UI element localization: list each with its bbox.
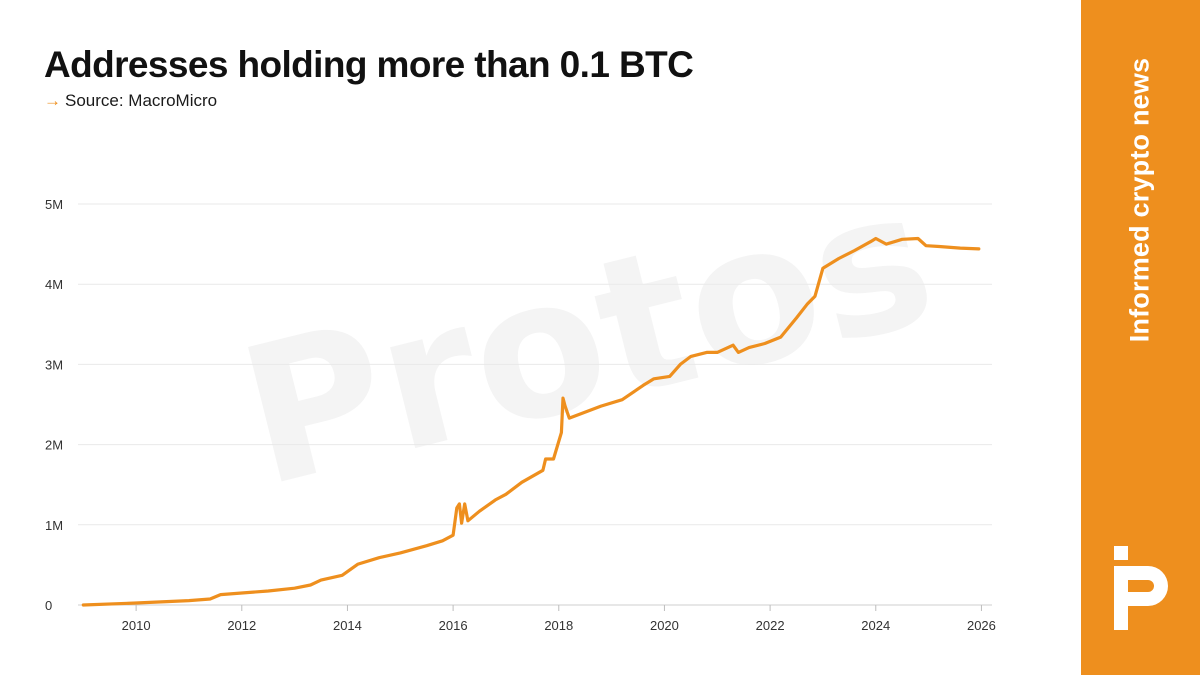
tagline: Informed crypto news xyxy=(1124,57,1155,343)
arrow-icon: → xyxy=(44,91,61,110)
grid-layer xyxy=(78,203,992,526)
line-chart: 0 1M 2M 3M 4M 5M 2010 2012 2014 2016 2018 2020 2022 2… xyxy=(45,197,996,633)
y-tick-label: 5M xyxy=(45,197,63,212)
y-tick-label: 1M xyxy=(45,518,63,533)
y-tick-label: 4M xyxy=(45,277,63,292)
x-tick-label: 2012 xyxy=(227,618,256,633)
source-text: Source: MacroMicro xyxy=(65,91,218,110)
x-tick-label: 2024 xyxy=(861,618,890,633)
series-layer xyxy=(81,236,981,607)
chart-card: Addresses holding more than 0.1 BTC → Sou… xyxy=(44,44,996,633)
side-panel xyxy=(1081,0,1200,675)
x-tick-label: 2014 xyxy=(333,618,362,633)
source-line: → Source: MacroMicro xyxy=(44,91,217,111)
y-tick-label: 2M xyxy=(45,438,63,453)
y-tick-label: 3M xyxy=(45,357,63,372)
x-tick-label: 2026 xyxy=(967,618,996,633)
chart-title: Addresses holding more than 0.1 BTC xyxy=(44,44,694,85)
x-tick-label: 2020 xyxy=(650,618,679,633)
protos-logo-icon xyxy=(1114,546,1168,630)
axis-layer: 0 1M 2M 3M 4M 5M 2010 2012 2014 2016 2018 2020 2022 2… xyxy=(45,197,996,633)
series-line xyxy=(81,236,981,607)
x-tick-label: 2016 xyxy=(439,618,468,633)
x-tick-label: 2018 xyxy=(544,618,573,633)
y-tick-label: 0 xyxy=(45,598,52,613)
x-tick-label: 2010 xyxy=(122,618,151,633)
x-tick-label: 2022 xyxy=(756,618,785,633)
